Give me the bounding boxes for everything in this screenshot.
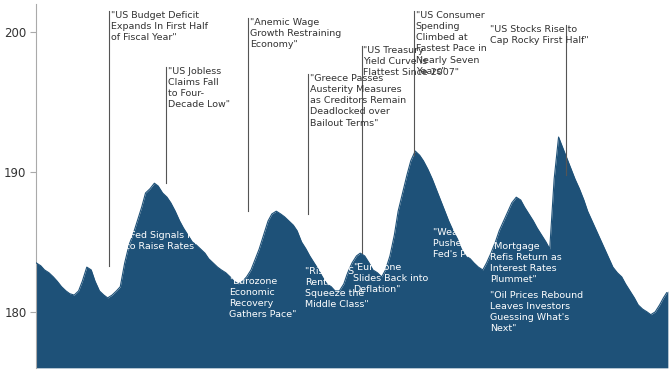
Text: "US Budget Deficit
Expands In First Half
of Fiscal Year": "US Budget Deficit Expands In First Half… — [111, 11, 208, 42]
Text: "US Stocks Rise to
Cap Rocky First Half": "US Stocks Rise to Cap Rocky First Half" — [490, 25, 589, 45]
Text: "Eurozone
Slides Back into
Deflation": "Eurozone Slides Back into Deflation" — [353, 263, 429, 294]
Text: "Greece Passes
Austerity Measures
as Creditors Remain
Deadlocked over
Bailout Te: "Greece Passes Austerity Measures as Cre… — [310, 74, 406, 128]
Text: "Rising US
Rents
Squeeze the
Middle Class": "Rising US Rents Squeeze the Middle Clas… — [304, 267, 368, 310]
Text: "Oil Prices Rebound
Leaves Investors
Guessing What's
Next": "Oil Prices Rebound Leaves Investors Gue… — [490, 291, 583, 333]
Text: "US Consumer
Spending
Climbed at
Fastest Pace in
Nearly Seven
Years": "US Consumer Spending Climbed at Fastest… — [416, 11, 487, 76]
Text: "US Jobless
Claims Fall
to Four-
Decade Low": "US Jobless Claims Fall to Four- Decade … — [167, 67, 230, 109]
Text: "US Treasury
Yield Curve is
Flattest Since 2007": "US Treasury Yield Curve is Flattest Sin… — [364, 46, 460, 77]
Text: "Eurozone
Economic
Recovery
Gathers Pace": "Eurozone Economic Recovery Gathers Pace… — [229, 277, 296, 319]
Text: "Fed Signals No Rush
to Raise Rates": "Fed Signals No Rush to Raise Rates" — [126, 231, 226, 251]
Text: "Weak Hiring
Pushes Back
Fed's Plans": "Weak Hiring Pushes Back Fed's Plans" — [433, 228, 495, 259]
Text: "Anemic Wage
Growth Restraining
Economy": "Anemic Wage Growth Restraining Economy" — [250, 18, 341, 49]
Text: "Mortgage
Refis Return as
Interest Rates
Plummet": "Mortgage Refis Return as Interest Rates… — [490, 242, 562, 284]
Text: "Brexit Vote
Pushes Britain
into Uncharted
Waters": "Brexit Vote Pushes Britain into Unchart… — [490, 95, 560, 137]
